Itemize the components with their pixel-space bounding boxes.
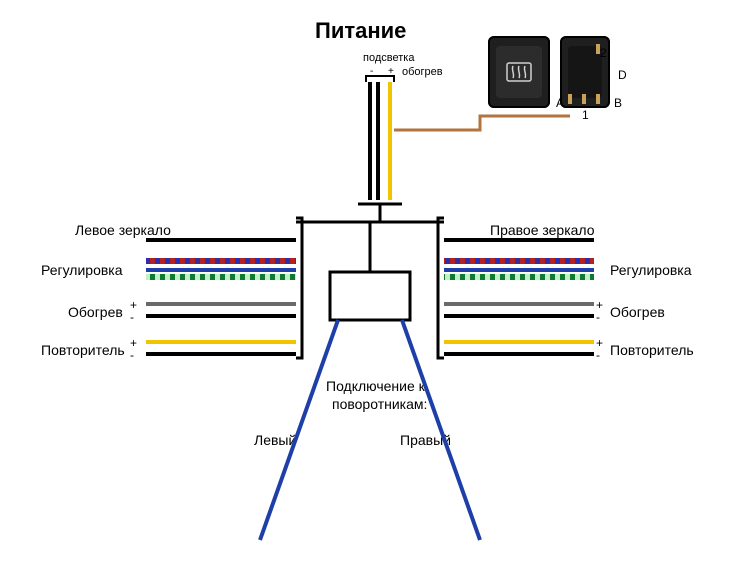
wiring-svg <box>0 0 736 565</box>
switch-wire <box>394 116 570 130</box>
junction-box <box>330 272 410 320</box>
right-adj-wire-3 <box>444 274 594 280</box>
left-adj-wire-3 <box>146 274 296 280</box>
right-adj-wire-1 <box>444 258 594 264</box>
left-adj-wire-1 <box>146 258 296 264</box>
